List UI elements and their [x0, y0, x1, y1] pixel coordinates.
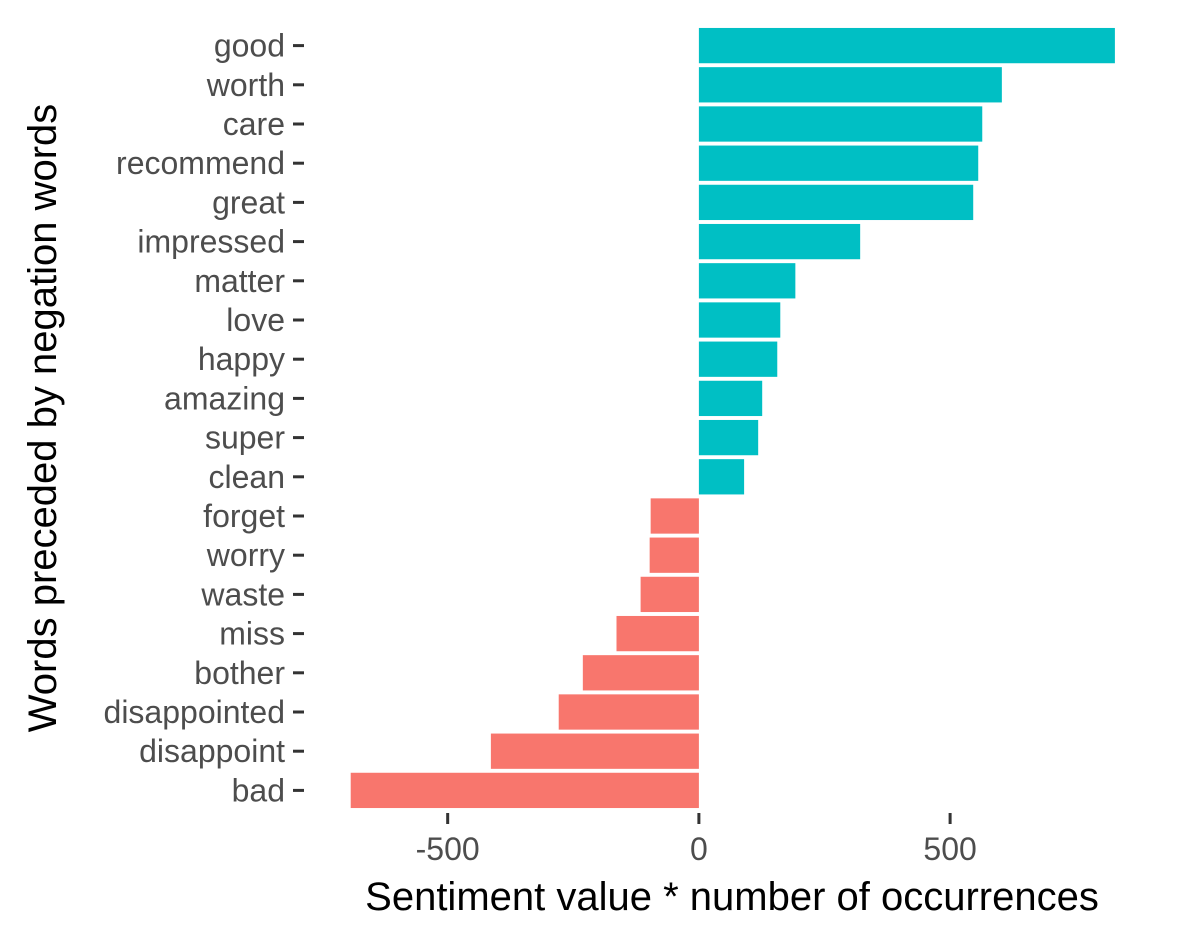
y-axis-title: Words preceded by negation words [21, 104, 65, 733]
bar-clean [698, 459, 745, 495]
y-tick-label: worth [206, 67, 285, 103]
y-tick-label: love [226, 302, 285, 338]
x-tick-label: -500 [416, 831, 480, 867]
bar-bad [350, 772, 699, 809]
y-tick-label: bad [232, 772, 285, 808]
y-tick-label: good [214, 28, 285, 64]
x-tick-label: 500 [923, 831, 976, 867]
y-tick-label: impressed [137, 224, 285, 260]
bar-great [698, 184, 974, 221]
y-tick-label: disappoint [139, 733, 285, 769]
y-tick-label: clean [209, 459, 286, 495]
y-tick-label: matter [194, 263, 285, 299]
bar-bother [582, 655, 699, 691]
bar-good [698, 27, 1115, 64]
bar-disappointed [558, 694, 699, 730]
bar-happy [698, 341, 778, 377]
bar-recommend [698, 145, 979, 181]
bar-forget [650, 498, 699, 534]
x-axis-title: Sentiment value * number of occurrences [365, 875, 1099, 919]
y-tick-label: great [212, 184, 285, 220]
y-tick-label: waste [200, 576, 285, 612]
x-axis: -500 0 500 [416, 813, 977, 867]
bar-waste [640, 576, 699, 613]
y-tick-label: forget [203, 498, 285, 534]
bar-worry [649, 537, 699, 573]
y-tick-label: super [205, 420, 285, 456]
y-tick-label: happy [198, 341, 285, 377]
y-tick-label: recommend [116, 145, 285, 181]
bar-super [698, 419, 759, 456]
bar-care [698, 106, 983, 142]
y-tick-label: bother [194, 655, 285, 691]
bar-love [698, 302, 781, 338]
bar-matter [698, 263, 796, 299]
bar-impressed [698, 223, 861, 260]
bar-worth [698, 67, 1002, 103]
y-tick-label: disappointed [104, 694, 285, 730]
y-tick-label: care [223, 106, 285, 142]
y-tick-label: miss [219, 616, 285, 652]
bars-group [350, 27, 1115, 809]
x-tick-label: 0 [690, 831, 708, 867]
y-tick-label: amazing [164, 380, 285, 416]
bar-miss [616, 615, 699, 652]
y-tick-label: worry [206, 537, 285, 573]
bar-disappoint [490, 733, 699, 769]
bar-amazing [698, 380, 763, 417]
